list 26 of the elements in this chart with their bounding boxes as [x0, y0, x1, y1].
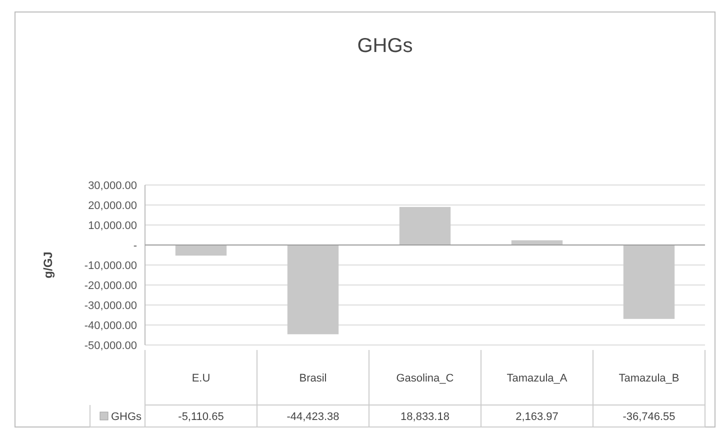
chart-title: GHGs — [357, 35, 413, 57]
data-label: 18,833.18 — [400, 411, 450, 423]
data-label: -5,110.65 — [178, 411, 224, 423]
bar — [399, 206, 451, 246]
y-tick-label: -50,000.00 — [84, 340, 137, 352]
legend-label: GHGs — [111, 411, 142, 423]
y-tick-label: 20,000.00 — [88, 200, 137, 212]
y-tick-label: 10,000.00 — [88, 220, 137, 232]
bar — [287, 244, 339, 334]
y-axis-title: g/GJ — [41, 252, 55, 278]
y-tick-label: -30,000.00 — [84, 300, 137, 312]
x-tick-label: E.U — [192, 372, 210, 384]
y-tick-label: -40,000.00 — [84, 320, 137, 332]
x-tick-label: Tamazula_B — [618, 372, 680, 384]
x-tick-label: Brasil — [299, 372, 327, 384]
x-tick-label: Tamazula_A — [506, 372, 568, 384]
data-label: -44,423.38 — [286, 411, 340, 423]
bar — [175, 244, 227, 256]
y-tick-label: 30,000.00 — [88, 180, 137, 192]
y-tick-label: -10,000.00 — [84, 260, 137, 272]
x-tick-label: Gasolina_C — [396, 372, 454, 384]
data-label: 2,163.97 — [516, 411, 558, 423]
y-tick-label: -20,000.00 — [84, 280, 137, 292]
bar — [623, 244, 675, 319]
data-label: -36,746.55 — [622, 411, 676, 423]
y-tick-label: - — [133, 240, 138, 252]
